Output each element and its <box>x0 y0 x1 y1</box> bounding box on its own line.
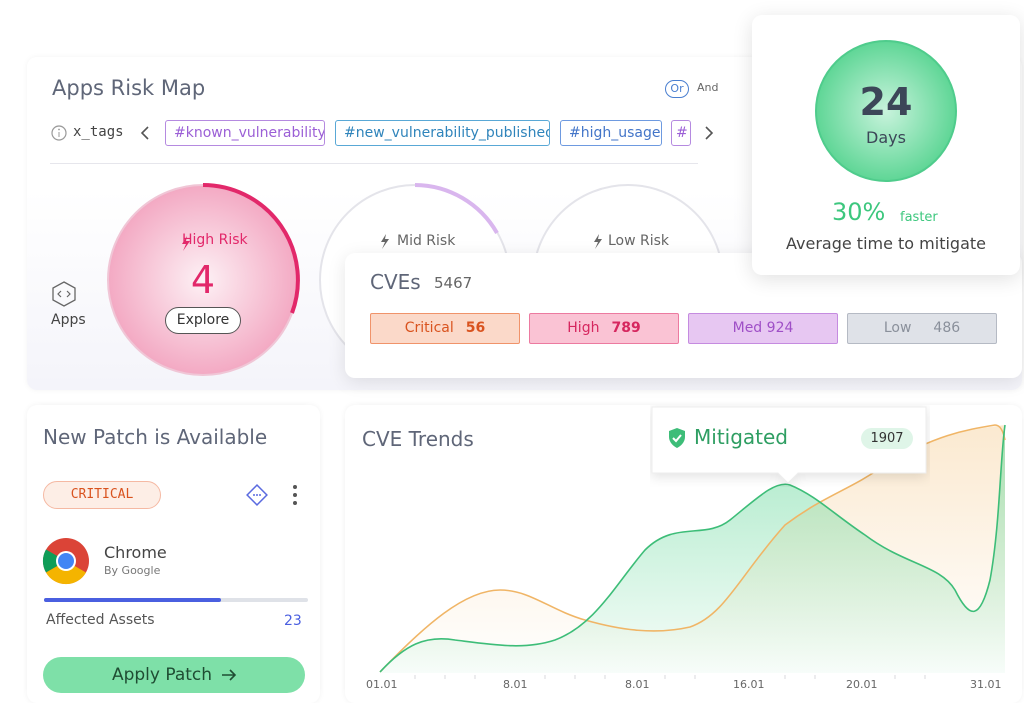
toggle-and[interactable]: And <box>697 81 719 94</box>
apply-patch-button[interactable]: Apply Patch <box>43 657 305 693</box>
level-critical[interactable]: Critical 56 <box>370 313 520 344</box>
mid-label: Mid Risk <box>397 233 456 249</box>
trends-title: CVE Trends <box>362 427 474 451</box>
tag[interactable]: #high_usage <box>560 120 662 146</box>
progress-fill <box>44 598 221 602</box>
x-label: 20.01 <box>846 678 878 691</box>
level-count: 56 <box>465 320 486 336</box>
tag[interactable]: #new_vulnerability_published <box>335 120 550 146</box>
tooltip-value: 1907 <box>861 428 913 449</box>
x-label: 01.01 <box>366 678 398 691</box>
next-arrow[interactable] <box>702 124 716 142</box>
level-name: High <box>567 320 600 336</box>
tooltip-label: Mitigated <box>694 425 789 449</box>
tag[interactable]: # <box>671 120 691 146</box>
level-count: 789 <box>611 320 641 336</box>
orange-line <box>379 424 1006 673</box>
high-label: High Risk <box>182 232 248 248</box>
trend-chart <box>379 424 1006 679</box>
level-low[interactable]: Low 486 <box>847 313 997 344</box>
progress-track <box>44 598 308 602</box>
percent-note: faster <box>900 210 938 225</box>
low-label: Low Risk <box>608 233 670 249</box>
apps-label: Apps <box>51 312 86 328</box>
tooltip-box <box>651 406 927 484</box>
explore-button[interactable]: Explore <box>165 307 241 334</box>
tag[interactable]: #known_vulnerability <box>165 120 325 146</box>
patch-icon <box>246 484 268 506</box>
apps-icon <box>52 281 76 307</box>
toggle-or[interactable]: Or <box>665 80 689 98</box>
chrome-logo <box>42 538 89 585</box>
days-circle <box>815 40 957 182</box>
high-arc <box>202 183 300 314</box>
level-name: Low <box>883 320 912 336</box>
green-area <box>380 425 1005 673</box>
x-ticks <box>414 675 926 679</box>
app-vendor: By Google <box>104 564 161 577</box>
level-name: Critical <box>404 320 454 336</box>
button-label: Apply Patch <box>111 665 213 685</box>
patch-title: New Patch is Available <box>43 425 268 449</box>
divider <box>50 163 698 164</box>
days-value: 24 <box>859 80 913 124</box>
info-icon <box>51 125 67 141</box>
green-line <box>379 424 1006 673</box>
cves-total: 5467 <box>434 274 473 292</box>
level-count: 486 <box>933 320 961 336</box>
tags-label: x_tags <box>73 124 124 140</box>
level-med[interactable]: Med 924 <box>688 313 838 344</box>
mid-arc <box>414 183 499 234</box>
level-count: 924 <box>766 320 794 336</box>
percent: 30% <box>832 198 886 226</box>
x-label: 31.01 <box>970 678 1002 691</box>
app-name: Chrome <box>104 543 167 562</box>
risk-map-title: Apps Risk Map <box>52 76 206 100</box>
cves-title: CVEs <box>370 270 421 294</box>
level-name: Med <box>732 320 763 336</box>
prev-arrow[interactable] <box>138 124 152 142</box>
assets-label: Affected Assets <box>46 612 155 628</box>
arrow-icon <box>222 669 237 681</box>
level-high[interactable]: High 789 <box>529 313 679 344</box>
high-count: 4 <box>190 258 216 302</box>
x-label: 8.01 <box>625 678 650 691</box>
menu-icon[interactable] <box>290 484 300 506</box>
shield-icon <box>669 428 685 448</box>
x-label: 16.01 <box>733 678 765 691</box>
severity-badge: CRITICAL <box>43 481 161 509</box>
x-label: 8.01 <box>503 678 528 691</box>
mitigation-caption: Average time to mitigate <box>786 234 986 253</box>
assets-count: 23 <box>284 613 302 629</box>
days-unit: Days <box>866 128 906 147</box>
